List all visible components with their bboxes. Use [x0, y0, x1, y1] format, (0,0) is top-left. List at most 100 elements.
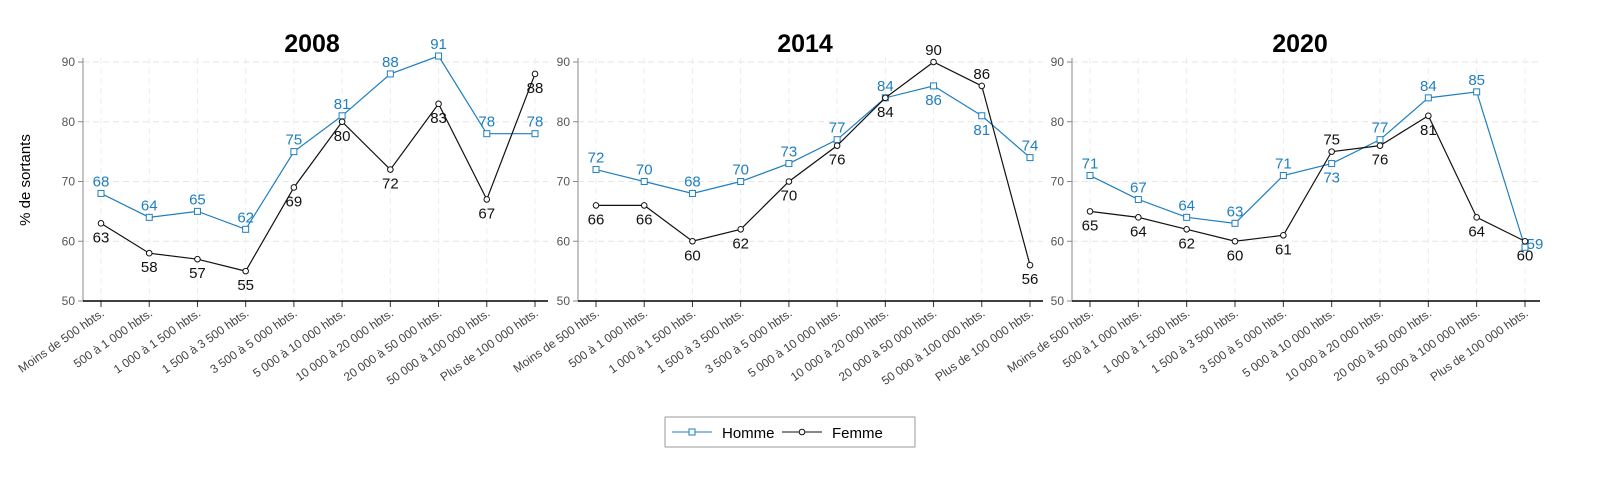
point-homme: [1424, 94, 1432, 102]
data-label-homme: 86: [925, 92, 942, 109]
data-label-femme: 57: [189, 265, 206, 282]
data-label-femme: 66: [588, 211, 605, 228]
point-femme: [435, 100, 442, 108]
x-tick-label: Moins de 500 hbts.: [16, 306, 107, 376]
data-label-femme: 64: [1130, 223, 1147, 240]
point-homme: [1183, 213, 1191, 221]
point-femme: [785, 178, 793, 185]
data-label-femme: 84: [877, 104, 894, 121]
point-femme: [1425, 112, 1432, 120]
data-label-femme: 70: [781, 188, 798, 205]
data-label-femme: 88: [527, 80, 544, 97]
point-femme: [531, 70, 539, 78]
point-femme: [640, 202, 648, 209]
data-label-homme: 84: [1420, 78, 1437, 95]
data-label-femme: 76: [1372, 152, 1389, 169]
data-label-homme: 78: [527, 114, 544, 131]
point-homme: [737, 178, 745, 185]
point-femme: [1086, 208, 1094, 215]
series-line-femme: [1089, 114, 1526, 242]
y-tick-label: 70: [1051, 175, 1065, 189]
data-label-femme: 58: [141, 259, 158, 276]
point-homme: [483, 130, 491, 138]
y-tick-label: 90: [1051, 55, 1065, 69]
point-femme: [1473, 214, 1480, 221]
y-axis-label: % de sortants: [17, 134, 34, 226]
data-label-homme: 71: [1082, 156, 1099, 173]
point-femme: [338, 118, 346, 126]
data-label-homme: 78: [478, 114, 495, 131]
point-femme: [978, 82, 986, 90]
point-homme: [1473, 88, 1481, 96]
point-femme: [97, 220, 105, 227]
point-femme: [833, 142, 841, 149]
data-label-homme: 64: [1178, 197, 1195, 214]
point-femme: [1376, 142, 1384, 149]
y-tick-label: 60: [557, 234, 571, 248]
y-tick-label: 50: [557, 294, 571, 308]
data-label-homme: 77: [829, 120, 846, 137]
data-label-homme: 63: [1227, 203, 1244, 220]
data-label-homme: 85: [1468, 72, 1485, 89]
point-homme: [242, 225, 250, 233]
point-homme: [531, 130, 539, 138]
y-tick-label: 70: [557, 175, 571, 189]
y-tick-label: 60: [62, 234, 76, 248]
point-homme: [1231, 219, 1239, 227]
data-label-homme: 68: [684, 173, 701, 190]
point-femme: [145, 249, 153, 257]
point-homme: [145, 213, 153, 221]
point-homme: [338, 112, 346, 120]
point-homme: [193, 207, 201, 215]
point-homme: [1086, 172, 1094, 180]
data-label-femme: 62: [1178, 235, 1195, 252]
point-homme: [386, 70, 394, 78]
point-femme: [1280, 231, 1287, 239]
point-homme: [1134, 195, 1142, 203]
x-tick-label: 1 500 à 3 500 hbts.: [1149, 306, 1241, 376]
x-tick-label: 1 000 à 1 500 hbts.: [1100, 306, 1192, 376]
y-tick-label: 80: [557, 115, 571, 129]
data-label-femme: 86: [973, 66, 990, 83]
data-label-homme: 72: [588, 150, 605, 167]
x-tick-label: 1 500 à 3 500 hbts.: [159, 306, 251, 376]
series-line-femme: [100, 73, 536, 272]
data-label-homme: 67: [1130, 179, 1147, 196]
point-femme: [1183, 226, 1190, 233]
data-label-femme: 64: [1468, 223, 1485, 240]
point-homme: [930, 82, 938, 90]
data-label-homme: 64: [141, 197, 158, 214]
point-femme: [1026, 261, 1034, 269]
data-label-femme: 66: [636, 211, 653, 228]
data-label-femme: 80: [334, 128, 351, 145]
data-label-homme: 70: [636, 162, 653, 179]
point-femme: [387, 166, 394, 173]
data-label-homme: 65: [189, 191, 206, 208]
data-label-homme: 84: [877, 78, 894, 95]
data-label-homme: 73: [1323, 170, 1340, 187]
data-label-homme: 68: [93, 173, 110, 190]
data-label-femme: 63: [93, 229, 110, 246]
point-homme: [1279, 172, 1287, 180]
point-femme: [592, 202, 600, 209]
data-label-femme: 76: [829, 152, 846, 169]
x-tick-label: 1 000 à 1 500 hbts.: [606, 306, 698, 376]
data-label-femme: 60: [684, 247, 701, 264]
series-line-femme: [596, 61, 1031, 266]
series-line-homme: [595, 85, 1031, 195]
y-tick-label: 70: [62, 175, 76, 189]
data-label-femme: 62: [732, 235, 749, 252]
point-homme: [290, 148, 298, 156]
legend-marker-femme: [798, 428, 806, 436]
point-homme: [1328, 160, 1336, 168]
y-tick-label: 90: [557, 55, 571, 69]
data-label-femme: 60: [1517, 247, 1534, 264]
point-homme: [833, 136, 841, 144]
x-tick-label: 1 500 à 3 500 hbts.: [654, 306, 746, 376]
data-label-femme: 69: [286, 193, 303, 210]
point-femme: [882, 94, 889, 102]
point-femme: [1135, 214, 1142, 221]
y-tick-label: 80: [1051, 115, 1065, 129]
point-femme: [1521, 237, 1529, 245]
